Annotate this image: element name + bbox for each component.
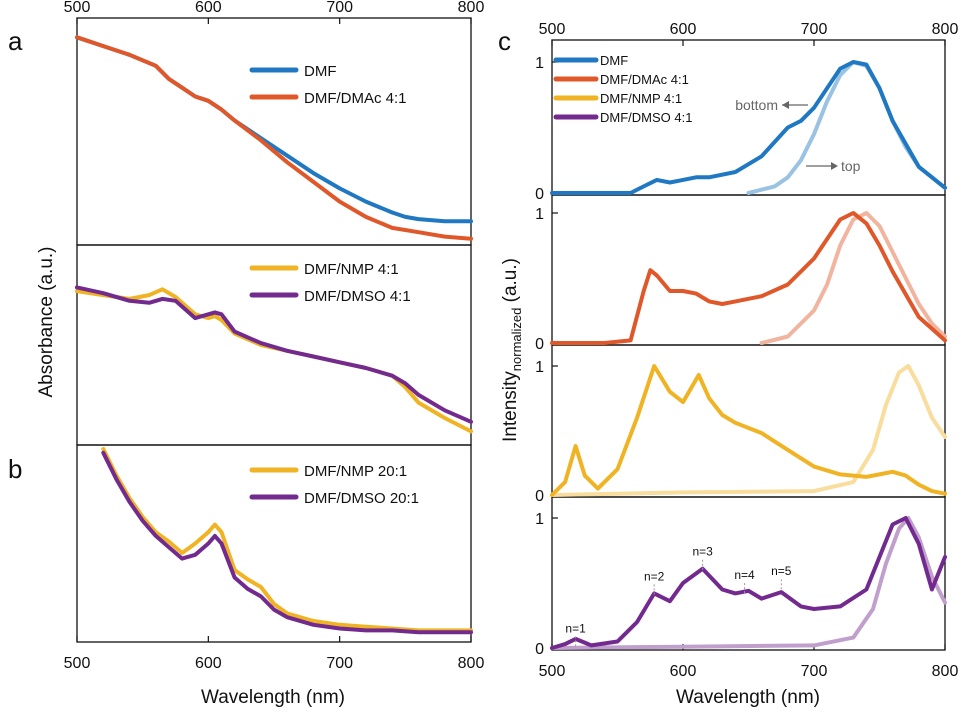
right-bottom-tick-label-2: 700 (801, 663, 828, 680)
panel-c-sub2-series-0 (550, 364, 947, 497)
panel-letter-a: a (8, 26, 23, 56)
panel-c-sub0-series-1 (550, 60, 947, 195)
right-sub1-ytick-label-0: 0 (535, 336, 544, 353)
right-sub3-ytick-label-0: 0 (535, 641, 544, 658)
right-sub0-ytick-label-0: 0 (535, 186, 544, 203)
left-subpanel-frame-0 (76, 17, 472, 246)
left-xlabel: Wavelength (nm) (201, 687, 345, 708)
panel-a-sub1-series-0 (75, 287, 473, 434)
left-top-tick-label-0: 500 (64, 0, 91, 16)
annotation-n-5: n=5 (771, 564, 792, 578)
legend-c-1-label: DMF/DMAc 4:1 (600, 72, 689, 87)
left-axes: 500 600 700 800 500 600 700 800 (64, 0, 485, 672)
panel-c-sub3-series-1 (550, 516, 947, 650)
annotation-n-4: n=4 (734, 568, 755, 582)
panel-b-series-1 (101, 450, 473, 635)
annotation-n-2: n=2 (644, 569, 665, 583)
left-plot-area: DMF DMF/DMAc 4:1 DMF/NMP 4:1 DMF/DMSO 4:1 DM… (75, 35, 473, 635)
panel-c-sub2-series-1 (550, 364, 947, 497)
left-bottom-tick-label-3: 800 (458, 655, 485, 672)
panel-a-sub0-series-1 (75, 35, 473, 241)
left-subpanel-frame-2 (76, 444, 472, 643)
left-ylabel: Absorbance (a.u.) (36, 246, 57, 397)
legend-b-0-label: DMF/NMP 20:1 (304, 463, 407, 480)
panel-a-sub0-series-0 (75, 35, 473, 224)
right-sub2-ytick-label-0: 0 (535, 488, 544, 505)
panel-c-sub1-series-0 (759, 211, 947, 345)
annotation-n-3: n=3 (692, 545, 713, 559)
legend-c-2-label: DMF/NMP 4:1 (600, 91, 682, 106)
annotation-top-label: top (841, 158, 861, 174)
panel-letter-c: c (498, 26, 511, 56)
annotation-bottom-arrowhead (782, 101, 789, 109)
panel-letter-b: b (8, 454, 22, 484)
legend-b-1-label: DMF/DMSO 20:1 (304, 490, 419, 507)
annotation-top-arrowhead (831, 162, 838, 170)
right-sub2-ytick-label-1: 1 (535, 359, 544, 376)
annotation-n-1: n=1 (565, 621, 586, 635)
right-sub0-ytick-label-1: 1 (535, 55, 544, 72)
legend-a-bottom-1-label: DMF/DMSO 4:1 (304, 288, 411, 305)
right-top-tick-label-3: 800 (932, 21, 959, 38)
right-bottom-tick-label-3: 800 (932, 663, 959, 680)
legend-c-3-label: DMF/DMSO 4:1 (600, 110, 692, 125)
left-top-tick-label-3: 800 (458, 0, 485, 16)
left-bottom-tick-label-2: 700 (326, 655, 353, 672)
right-ylabel: Intensitynormalized (a.u.) (500, 258, 524, 442)
right-top-tick-label-2: 700 (801, 21, 828, 38)
legend-c-0-label: DMF (600, 53, 628, 68)
right-subpanel-frame-1 (551, 194, 946, 346)
left-top-tick-label-1: 600 (195, 0, 222, 16)
left-top-tick-label-2: 700 (326, 0, 353, 16)
right-bottom-tick-label-0: 500 (539, 663, 566, 680)
right-sub3-ytick-label-1: 1 (535, 511, 544, 528)
right-top-tick-label-0: 500 (539, 21, 566, 38)
panel-c-sub1-series-1 (550, 211, 947, 345)
right-bottom-tick-label-1: 600 (670, 663, 697, 680)
legend-a-top-1-label: DMF/DMAc 4:1 (304, 90, 407, 107)
annotation-bottom-label: bottom (735, 97, 778, 113)
right-ylabel-sub: normalized (509, 308, 524, 372)
left-bottom-tick-label-0: 500 (64, 655, 91, 672)
left-bottom-tick-label-1: 600 (195, 655, 222, 672)
right-sub1-ytick-label-1: 1 (535, 206, 544, 223)
panel-b-series-0 (101, 447, 473, 633)
right-ylabel-main: Intensity (500, 371, 521, 442)
right-plot-area: DMF DMF/DMAc 4:1 DMF/NMP 4:1 DMF/DMSO 4:1 bo… (550, 53, 947, 650)
right-xlabel: Wavelength (nm) (676, 687, 820, 708)
legend-a-top-0-label: DMF (304, 63, 337, 80)
panel-a-sub1-series-1 (75, 285, 473, 424)
right-ylabel-tail: (a.u.) (500, 258, 521, 308)
panel-c-sub3-series-0 (550, 516, 947, 650)
right-subpanel-frame-3 (551, 496, 946, 651)
right-top-tick-label-1: 600 (670, 21, 697, 38)
legend-a-bottom-0-label: DMF/NMP 4:1 (304, 261, 399, 278)
